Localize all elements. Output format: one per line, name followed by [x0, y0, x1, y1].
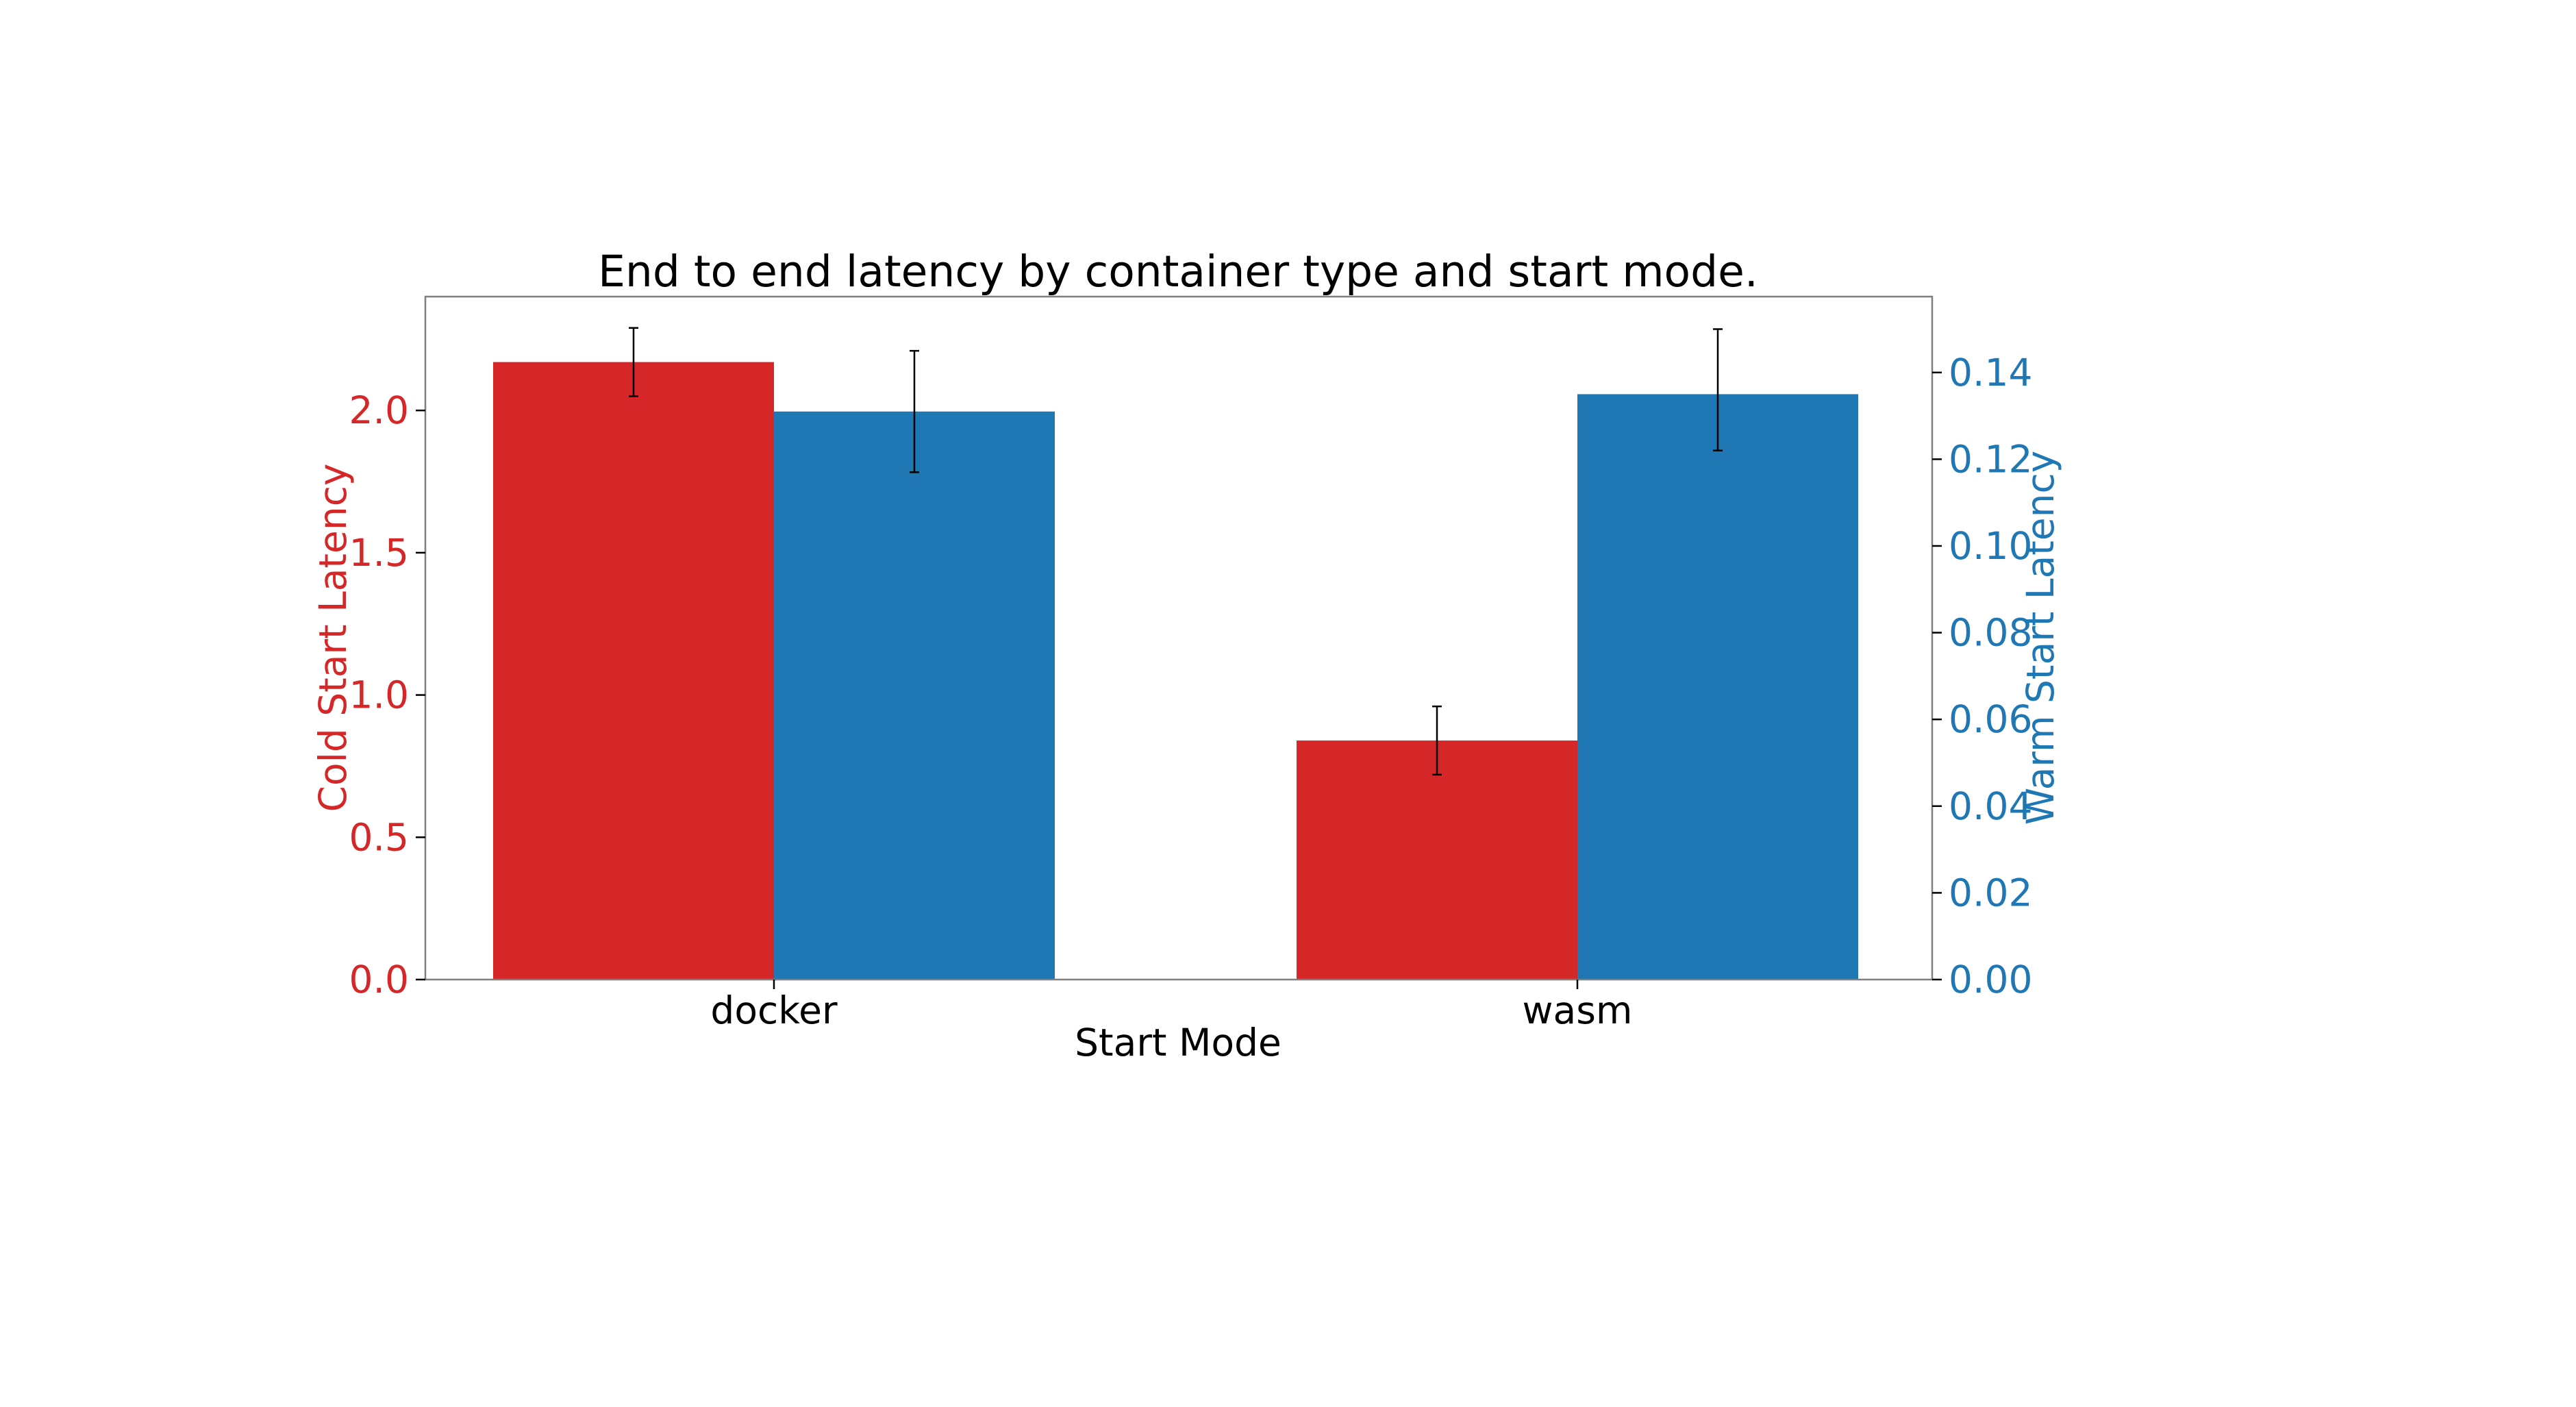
- right-tick-label: 0.12: [1949, 437, 2032, 481]
- error-bar-cold-docker: [629, 327, 638, 397]
- bars-layer: [493, 362, 1858, 980]
- right-tick-label: 0.04: [1949, 784, 2032, 828]
- x-axis-label: Start Mode: [1075, 1021, 1281, 1064]
- error-bar-warm-wasm: [1713, 328, 1723, 451]
- right-axis-label: Warm Start Latency: [2018, 451, 2062, 825]
- error-bar-cold-wasm: [1432, 705, 1442, 776]
- left-tick-label: 1.5: [349, 531, 409, 575]
- left-axis-label: Cold Start Latency: [311, 464, 355, 812]
- left-axis-ticks: 0.0 0.5 1.0 1.5 2.0: [349, 388, 425, 1001]
- error-bars-layer: [629, 327, 1723, 776]
- right-tick-label: 0.02: [1949, 871, 2032, 914]
- left-tick-label: 0.0: [349, 958, 409, 1001]
- error-bar-warm-docker: [910, 349, 919, 473]
- right-tick-label: 0.14: [1949, 351, 2032, 395]
- right-tick-label: 0.06: [1949, 697, 2032, 741]
- bar-warm-docker: [774, 411, 1055, 980]
- left-tick-label: 2.0: [349, 388, 409, 432]
- right-axis-ticks: 0.00 0.02 0.04 0.06 0.08 0.10 0.12 0.14: [1932, 351, 2032, 1001]
- right-tick-label: 0.10: [1949, 524, 2032, 568]
- chart-title: End to end latency by container type and…: [598, 247, 1758, 297]
- plot-frame: [424, 295, 1934, 981]
- bar-warm-wasm: [1577, 394, 1858, 980]
- left-tick-label: 0.5: [349, 815, 409, 859]
- left-tick-label: 1.0: [349, 673, 409, 717]
- x-axis-ticks: docker wasm: [710, 980, 1632, 1032]
- x-tick-label-docker: docker: [710, 988, 838, 1032]
- right-tick-label: 0.08: [1949, 611, 2032, 655]
- bar-cold-wasm: [1297, 740, 1577, 980]
- bar-cold-docker: [493, 362, 774, 980]
- right-tick-label: 0.00: [1949, 958, 2032, 1001]
- x-tick-label-wasm: wasm: [1523, 988, 1633, 1032]
